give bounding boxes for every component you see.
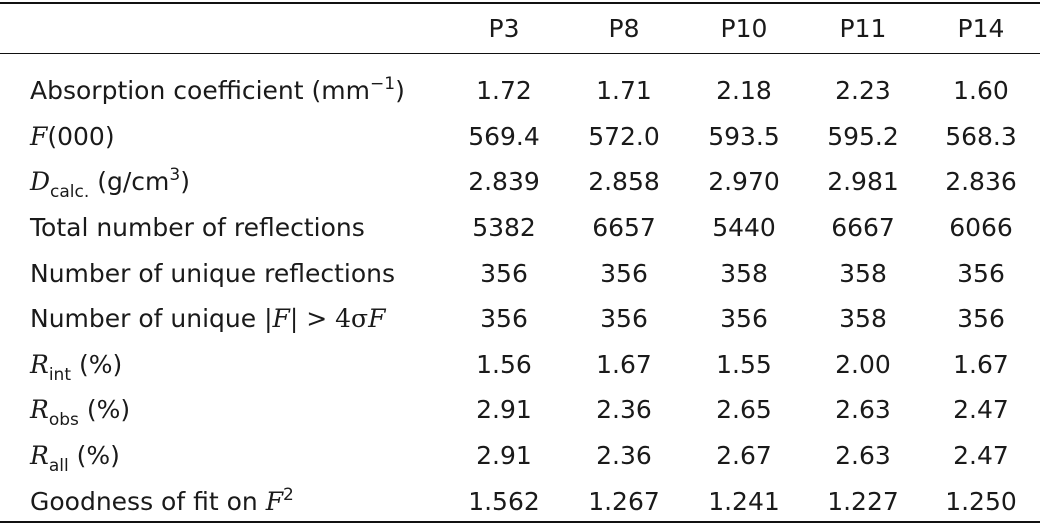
table-cell: 1.67 [953,349,1009,379]
table-cell: 2.00 [835,349,891,379]
table-cell: 1.72 [476,76,532,106]
column-header: P14 [957,13,1005,43]
table-row: Rall (%) 2.91 2.36 2.67 2.63 2.47 [0,433,1040,479]
table-cell: 6657 [592,213,656,243]
table-cell: 572.0 [588,121,660,151]
table-cell: 2.63 [835,441,891,471]
row-label: Number of unique reflections [30,258,395,288]
row-label: Number of unique |F| > 4σF [30,304,386,334]
table-cell: 2.836 [945,167,1017,197]
header-empty [0,0,444,56]
table-cell: 1.55 [716,349,772,379]
top-rule [0,2,1040,4]
table-cell: 2.67 [716,441,772,471]
column-header: P11 [839,13,887,43]
table-cell: 2.858 [588,167,660,197]
table-row: F(000) 569.4 572.0 593.5 595.2 568.3 [0,114,1040,160]
table-cell: 6066 [949,213,1013,243]
table-row: Goodness of fit on F2 1.562 1.267 1.241 … [0,478,1040,524]
table-cell: 2.65 [716,395,772,425]
table-cell: 2.47 [953,395,1009,425]
table-cell: 356 [957,304,1005,334]
header-rule [0,53,1040,54]
column-header: P3 [488,13,520,43]
table-cell: 1.71 [596,76,652,106]
row-label: Absorption coefficient (mm−1) [30,74,405,106]
table-row: Number of unique reflections 356 356 358… [0,250,1040,296]
table-cell: 5382 [472,213,536,243]
column-header: P8 [608,13,640,43]
table-cell: 2.91 [476,441,532,471]
table-row: Dcalc. (g/cm3) 2.839 2.858 2.970 2.981 2… [0,159,1040,205]
table-cell: 2.36 [596,395,652,425]
table-cell: 2.47 [953,441,1009,471]
table-cell: 2.23 [835,76,891,106]
table-cell: 1.267 [588,486,660,516]
table-cell: 356 [720,304,768,334]
spacer [0,56,1040,68]
row-label: Goodness of fit on F2 [30,484,294,516]
header-row: P3 P8 P10 P11 P14 [0,0,1040,56]
table-cell: 356 [480,304,528,334]
table-row: Number of unique |F| > 4σF 356 356 356 3… [0,296,1040,342]
row-label: Rall (%) [30,441,120,477]
table-cell: 1.562 [468,486,540,516]
table-cell: 595.2 [827,121,899,151]
table-cell: 2.970 [708,167,780,197]
table-row: Absorption coefficient (mm−1) 1.72 1.71 … [0,68,1040,114]
row-label: Rint (%) [30,349,123,385]
table-cell: 2.36 [596,441,652,471]
table-cell: 2.18 [716,76,772,106]
row-label: Total number of reflections [30,213,365,243]
table-row: Rint (%) 1.56 1.67 1.55 2.00 1.67 [0,342,1040,388]
table-cell: 356 [957,258,1005,288]
table-cell: 358 [720,258,768,288]
row-label: Robs (%) [30,395,131,431]
column-header: P10 [720,13,768,43]
table-cell: 2.63 [835,395,891,425]
table-cell: 593.5 [708,121,780,151]
table-cell: 356 [600,258,648,288]
table-cell: 568.3 [945,121,1017,151]
table-cell: 5440 [712,213,776,243]
row-label: F(000) [30,121,115,151]
table-cell: 2.839 [468,167,540,197]
table-cell: 569.4 [468,121,540,151]
table-cell: 1.56 [476,349,532,379]
table-cell: 358 [839,258,887,288]
table-row: Robs (%) 2.91 2.36 2.65 2.63 2.47 [0,387,1040,433]
table-cell: 1.60 [953,76,1009,106]
table-cell: 1.67 [596,349,652,379]
table-cell: 2.981 [827,167,899,197]
table-cell: 6667 [831,213,895,243]
table-cell: 356 [480,258,528,288]
table-cell: 1.227 [827,486,899,516]
table-cell: 1.250 [945,486,1017,516]
table-row: Total number of reflections 5382 6657 54… [0,205,1040,251]
row-label: Dcalc. (g/cm3) [30,165,190,203]
table-cell: 1.241 [708,486,780,516]
table-cell: 2.91 [476,395,532,425]
table-cell: 358 [839,304,887,334]
table-cell: 356 [600,304,648,334]
bottom-rule [0,521,1040,523]
